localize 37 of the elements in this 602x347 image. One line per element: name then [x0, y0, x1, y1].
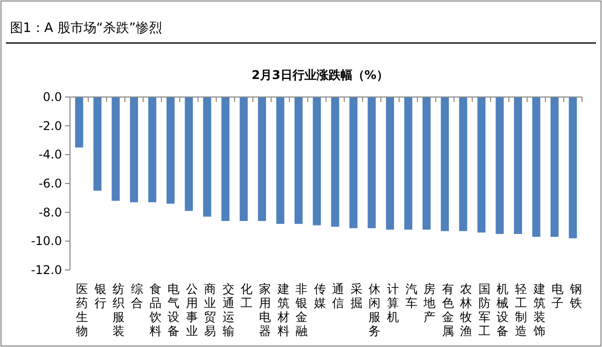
- y-tick-label: -8.0: [38, 205, 62, 220]
- x-tick-label: 计算机: [387, 282, 399, 324]
- x-tick-label: 采掘: [350, 282, 362, 310]
- x-tick-label: 建筑材料: [276, 282, 290, 338]
- x-tick-label: 纺织服装: [112, 282, 125, 338]
- x-tick-label: 钢铁: [568, 282, 582, 310]
- chart-title: 2月3日行业涨跌幅（%）: [252, 68, 388, 82]
- x-tick-label: 化工: [240, 282, 253, 310]
- y-tick-label: -12.0: [30, 263, 62, 277]
- x-tick-label: 交通运输: [222, 282, 234, 338]
- x-tick-label: 通信: [332, 282, 344, 310]
- x-tick-label: 汽车: [405, 282, 418, 310]
- y-tick-label: -2.0: [38, 118, 62, 133]
- y-tick-label: 0.0: [42, 90, 62, 104]
- x-tick-label: 农林牧渔: [459, 282, 472, 338]
- x-tick-label: 传媒: [314, 282, 326, 310]
- x-tick-label: 医药生物: [76, 282, 88, 338]
- x-tick-label: 电子: [552, 282, 564, 310]
- x-tick-label: 食品饮料: [148, 282, 162, 338]
- x-tick-label: 非银金融: [294, 282, 308, 338]
- x-tick-label: 有色金属: [442, 282, 454, 338]
- x-tick-label: 轻工制造: [515, 282, 527, 338]
- y-tick-label: -6.0: [38, 176, 62, 190]
- x-tick-label: 国防军工: [478, 282, 490, 338]
- x-tick-label: 房地产: [422, 282, 436, 324]
- y-tick-label: -4.0: [38, 148, 62, 162]
- x-tick-label: 公用事业: [186, 282, 198, 338]
- caption: 图1：A 股市场“杀跌”惨烈: [10, 21, 162, 36]
- y-tick-label: -10.0: [30, 234, 62, 248]
- x-tick-label: 机械设备: [496, 282, 509, 338]
- x-tick-label: 综合: [131, 282, 143, 310]
- x-tick-label: 休闲服务: [368, 282, 381, 338]
- x-tick-label: 家用电器: [259, 282, 271, 338]
- x-tick-label: 建筑装饰: [532, 282, 546, 338]
- x-tick-label: 商业贸易: [204, 282, 216, 338]
- x-tick-label: 电气设备: [168, 282, 180, 338]
- x-tick-label: 银行: [93, 282, 106, 310]
